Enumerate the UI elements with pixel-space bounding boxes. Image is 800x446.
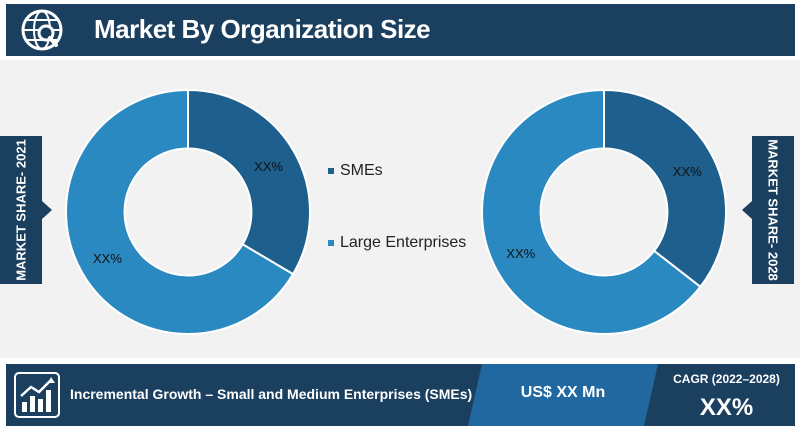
legend-label-smes: SMEs [340, 162, 383, 179]
footer-value-panel [468, 364, 658, 426]
cagr-value: XX% [699, 394, 754, 421]
slice-large-enterprises [65, 88, 295, 335]
header-bar: Market By Organization Size [6, 4, 795, 56]
tab-arrow-left [42, 201, 52, 219]
footer-bar: Incremental Growth – Small and Medium En… [6, 364, 795, 426]
market-share-2028-tab: MARKET SHARE- 2028 [752, 136, 794, 284]
legend-swatch-smes [328, 168, 334, 174]
legend-label-large-enterprises: Large Enterprises [340, 234, 467, 251]
slice-large-enterprises [481, 88, 702, 335]
incremental-growth-value: US$ XX Mn [520, 384, 606, 401]
data-label-large-enterprises: XX% [93, 251, 122, 266]
cagr-label: CAGR (2022–2028) [673, 372, 780, 386]
slice-smes [187, 88, 311, 276]
market-share-2021-label: MARKET SHARE- 2021 [13, 139, 29, 281]
market-share-2021-tab: MARKET SHARE- 2021 [0, 136, 42, 284]
legend-swatch-large-enterprises [328, 240, 334, 246]
tab-arrow-right [742, 201, 752, 219]
page-title: Market By Organization Size [94, 14, 431, 44]
donut-chart-2028: XX% XX% [481, 88, 727, 335]
chart-legend: SMEs Large Enterprises [328, 160, 466, 304]
growth-chart-icon [14, 372, 60, 418]
data-label-smes: XX% [254, 159, 283, 174]
legend-item-smes: SMEs [328, 160, 466, 182]
legend-item-large-enterprises: Large Enterprises [328, 232, 466, 254]
magnifier-globe-icon [21, 9, 63, 51]
market-share-2028-label: MARKET SHARE- 2028 [765, 139, 781, 281]
incremental-growth-label: Incremental Growth – Small and Medium En… [70, 386, 473, 402]
donut-chart-2021: XX% XX% [65, 88, 311, 335]
slice-smes [603, 88, 727, 289]
data-label-large-enterprises: XX% [506, 246, 535, 261]
data-label-smes: XX% [673, 164, 702, 179]
